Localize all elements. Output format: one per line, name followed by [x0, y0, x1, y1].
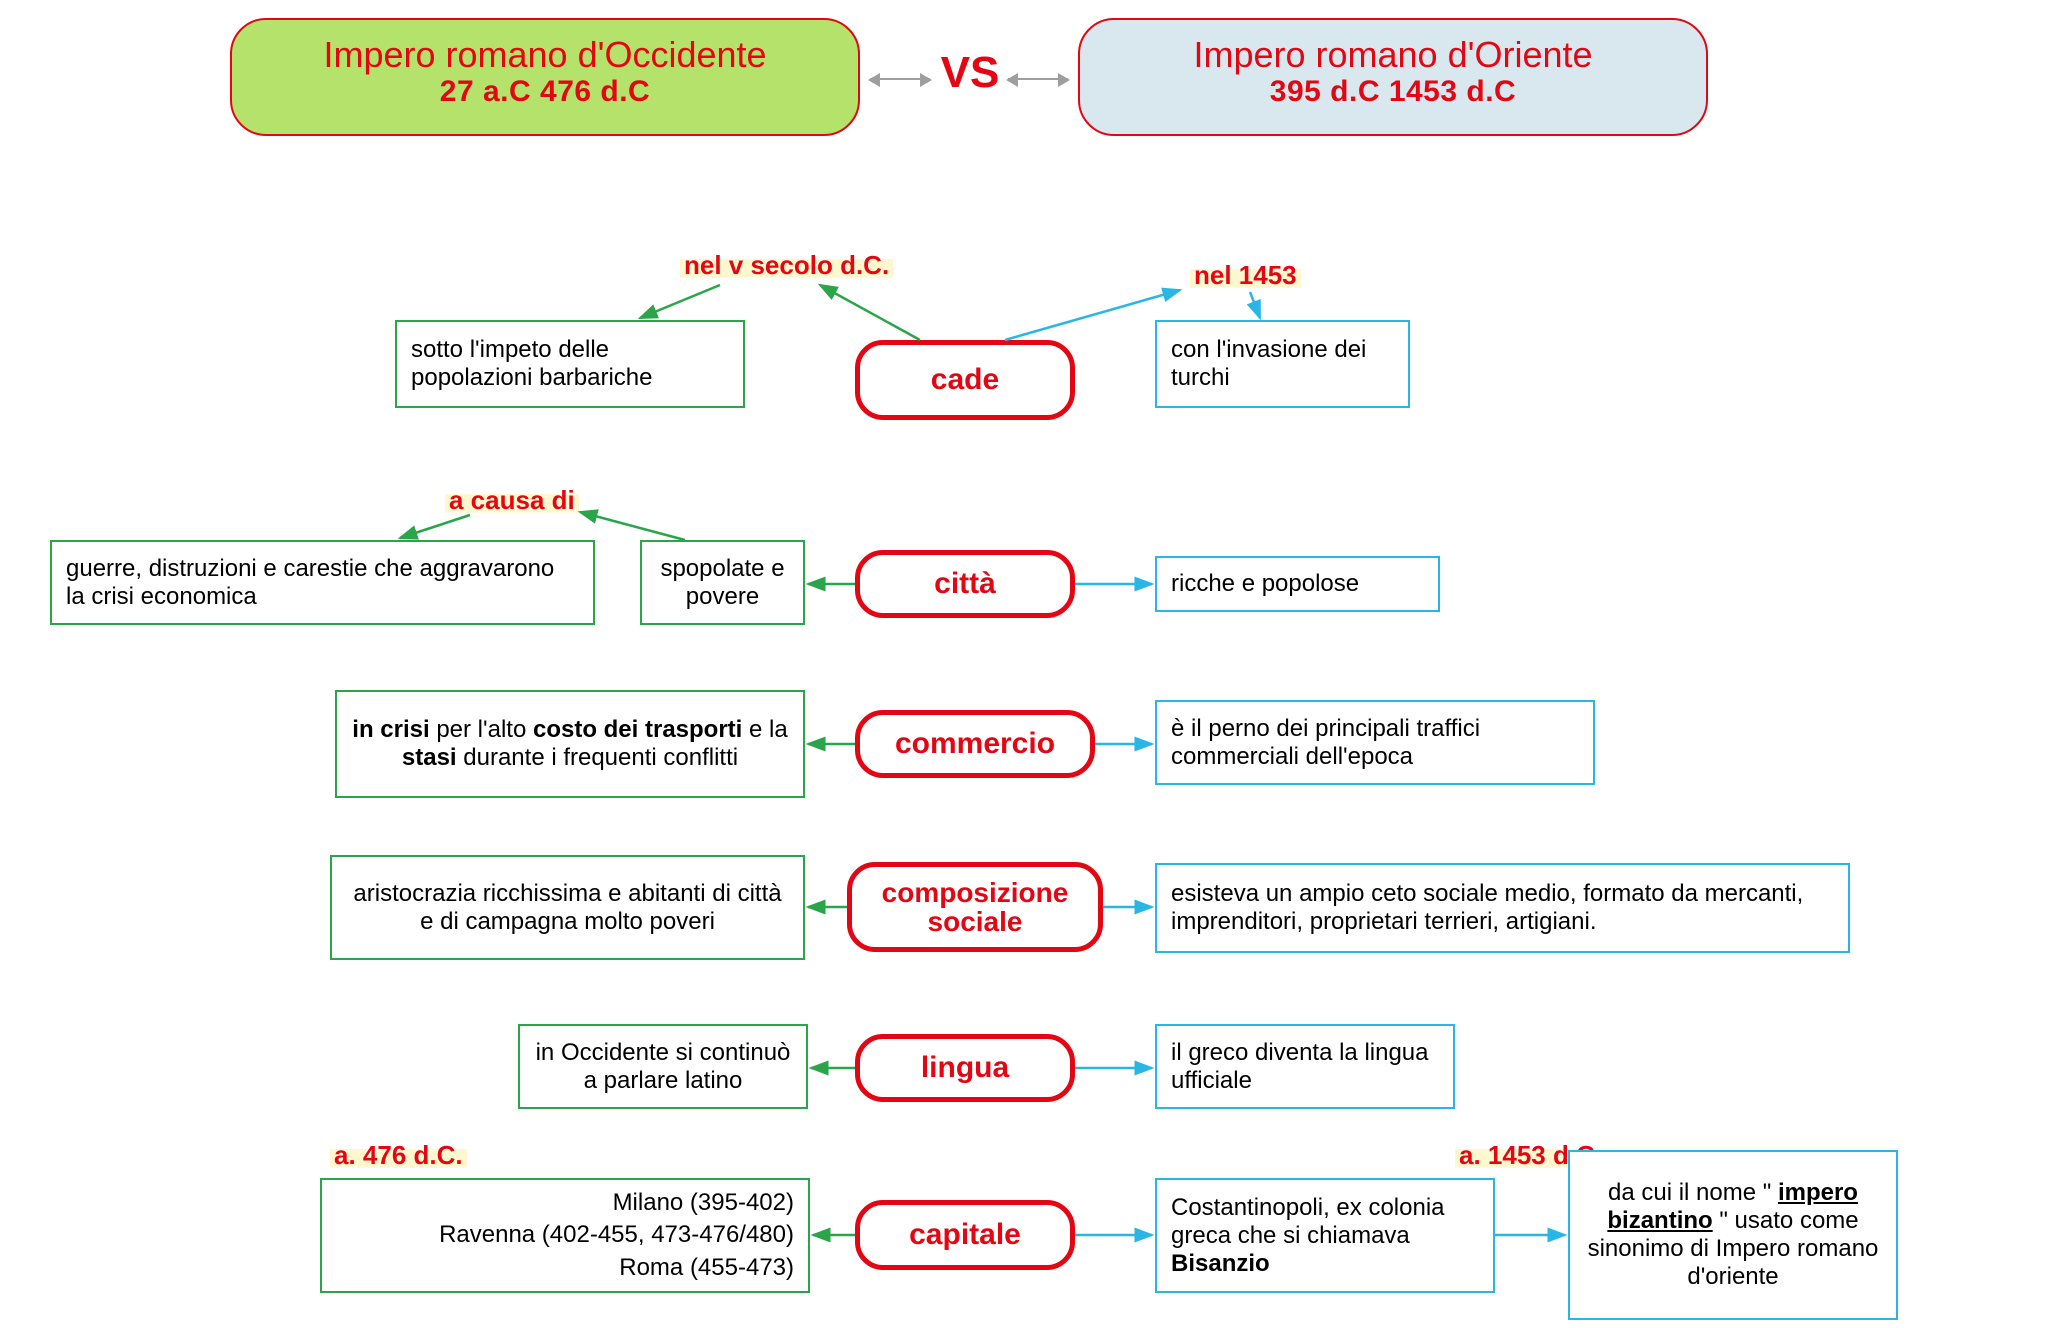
west-lingua-text: in Occidente si continuò a parlare latin… — [534, 1039, 792, 1095]
vs-arrow-r — [1008, 78, 1068, 80]
row4-connectors — [0, 0, 2048, 1328]
row3-connectors — [0, 0, 2048, 1328]
east-composizione-text: esisteva un ampio ceto sociale medio, fo… — [1171, 880, 1834, 936]
header-east-title: Impero romano d'Oriente — [1110, 34, 1676, 75]
west-cade-text: sotto l'impeto delle popolazioni barbari… — [411, 336, 729, 392]
header-west-title: Impero romano d'Occidente — [262, 34, 828, 75]
header-east-dates: 395 d.C 1453 d.C — [1110, 75, 1676, 110]
header-east: Impero romano d'Oriente 395 d.C 1453 d.C — [1078, 18, 1708, 136]
west-citta-cause-box: guerre, distruzioni e carestie che aggra… — [50, 540, 595, 625]
west-citta-box: spopolate e povere — [640, 540, 805, 625]
west-commercio-box: in crisi per l'alto costo dei trasporti … — [335, 690, 805, 798]
east-commercio-box: è il perno dei principali traffici comme… — [1155, 700, 1595, 785]
header-west: Impero romano d'Occidente 27 a.C 476 d.C — [230, 18, 860, 136]
east-citta-box: ricche e popolose — [1155, 556, 1440, 612]
label-a-causa-di: a causa di — [445, 485, 579, 516]
header-west-dates: 27 a.C 476 d.C — [262, 75, 828, 110]
label-nel-1453: nel 1453 — [1190, 260, 1301, 291]
topic-cade: cade — [855, 340, 1075, 420]
east-lingua-text: il greco diventa la lingua ufficiale — [1171, 1039, 1439, 1095]
west-capitale-text: Milano (395-402) Ravenna (402-455, 473-4… — [439, 1187, 794, 1284]
east-citta-text: ricche e popolose — [1171, 570, 1359, 598]
vs-label: VS — [930, 48, 1010, 98]
topic-capitale: capitale — [855, 1200, 1075, 1270]
east-capitale-text: Costantinopoli, ex colonia greca che si … — [1171, 1194, 1479, 1278]
west-commercio-text: in crisi per l'alto costo dei trasporti … — [351, 716, 789, 772]
row5-connectors — [0, 0, 2048, 1328]
east-composizione-box: esisteva un ampio ceto sociale medio, fo… — [1155, 863, 1850, 953]
vs-arrow — [870, 78, 930, 80]
label-a476: a. 476 d.C. — [330, 1140, 467, 1171]
topic-citta: città — [855, 550, 1075, 618]
east-cade-box: con l'invasione dei turchi — [1155, 320, 1410, 408]
west-composizione-text: aristocrazia ricchissima e abitanti di c… — [346, 880, 789, 936]
east-cade-text: con l'invasione dei turchi — [1171, 336, 1394, 392]
label-nel-v-secolo: nel v secolo d.C. — [680, 250, 893, 281]
east-capitale-note-box: da cui il nome " impero bizantino " usat… — [1568, 1150, 1898, 1320]
west-capitale-box: Milano (395-402) Ravenna (402-455, 473-4… — [320, 1178, 810, 1293]
west-citta-cause-text: guerre, distruzioni e carestie che aggra… — [66, 555, 579, 611]
west-citta-text: spopolate e povere — [656, 555, 789, 611]
topic-lingua: lingua — [855, 1034, 1075, 1102]
row2-connectors — [0, 0, 2048, 1328]
east-capitale-note-text: da cui il nome " impero bizantino " usat… — [1584, 1179, 1882, 1291]
west-composizione-box: aristocrazia ricchissima e abitanti di c… — [330, 855, 805, 960]
west-lingua-box: in Occidente si continuò a parlare latin… — [518, 1024, 808, 1109]
east-capitale-box: Costantinopoli, ex colonia greca che si … — [1155, 1178, 1495, 1293]
row1-connectors — [0, 0, 2048, 1328]
east-commercio-text: è il perno dei principali traffici comme… — [1171, 715, 1579, 771]
east-lingua-box: il greco diventa la lingua ufficiale — [1155, 1024, 1455, 1109]
row6-connectors — [0, 0, 2048, 1328]
west-cade-box: sotto l'impeto delle popolazioni barbari… — [395, 320, 745, 408]
topic-composizione: composizione sociale — [847, 862, 1103, 952]
topic-commercio: commercio — [855, 710, 1095, 778]
